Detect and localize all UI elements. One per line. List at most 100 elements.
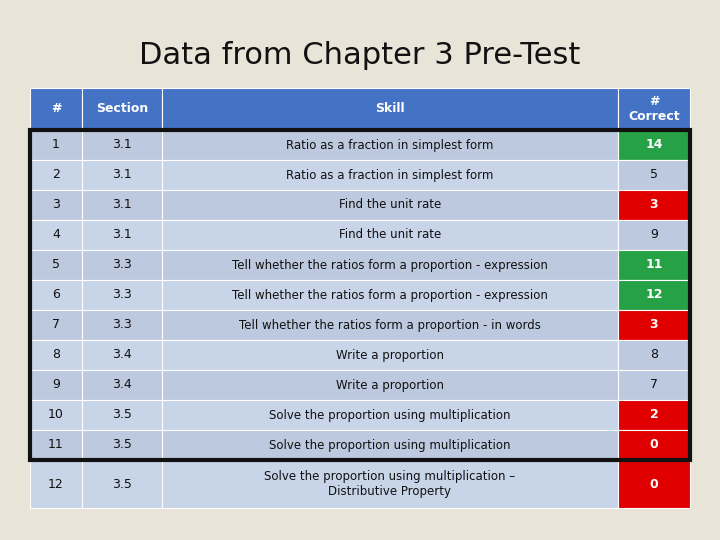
Text: 6: 6 [52,288,60,301]
Bar [30,340,82,370]
Bar [162,400,618,430]
Bar [618,190,690,220]
Text: 3.4: 3.4 [112,348,132,361]
Bar [82,340,162,370]
Bar [82,370,162,400]
Bar [82,190,162,220]
Bar [82,430,162,460]
Bar [162,340,618,370]
Text: 3.1: 3.1 [112,199,132,212]
Bar [162,310,618,340]
Bar [82,280,162,310]
Text: Solve the proportion using multiplication: Solve the proportion using multiplicatio… [269,408,510,422]
Bar [618,250,690,280]
Bar [618,460,690,508]
Bar [82,88,162,130]
Text: 3.3: 3.3 [112,319,132,332]
Bar [30,370,82,400]
Text: 3.3: 3.3 [112,259,132,272]
Text: 3: 3 [52,199,60,212]
Bar [30,88,82,130]
Text: #
Correct: # Correct [628,95,680,123]
Text: 3.3: 3.3 [112,288,132,301]
Text: 4: 4 [52,228,60,241]
Bar [82,130,162,160]
Bar [82,400,162,430]
Bar [30,280,82,310]
Bar [30,310,82,340]
Bar [30,250,82,280]
Text: Tell whether the ratios form a proportion - expression: Tell whether the ratios form a proportio… [232,288,548,301]
Bar [82,310,162,340]
Bar [30,400,82,430]
Bar [618,280,690,310]
Text: Write a proportion: Write a proportion [336,379,444,392]
Bar [162,280,618,310]
Text: 10: 10 [48,408,64,422]
Text: 7: 7 [52,319,60,332]
Text: 1: 1 [52,138,60,152]
Bar [162,130,618,160]
Bar [618,88,690,130]
Bar [618,130,690,160]
Bar [162,430,618,460]
Text: 12: 12 [645,288,662,301]
Text: Ratio as a fraction in simplest form: Ratio as a fraction in simplest form [287,168,494,181]
Text: 3.5: 3.5 [112,438,132,451]
Text: 3.5: 3.5 [112,477,132,490]
Text: Skill: Skill [375,103,405,116]
Bar [618,340,690,370]
Bar [30,460,82,508]
Text: 3: 3 [649,319,658,332]
Bar [82,460,162,508]
Bar [162,190,618,220]
Bar [30,160,82,190]
Bar [162,460,618,508]
Text: 12: 12 [48,477,64,490]
Text: Tell whether the ratios form a proportion - in words: Tell whether the ratios form a proportio… [239,319,541,332]
Text: #: # [50,103,61,116]
Text: Section: Section [96,103,148,116]
Text: Ratio as a fraction in simplest form: Ratio as a fraction in simplest form [287,138,494,152]
Text: Solve the proportion using multiplication –
Distributive Property: Solve the proportion using multiplicatio… [264,470,516,498]
Text: 0: 0 [649,477,658,490]
Text: Find the unit rate: Find the unit rate [339,199,441,212]
Text: 3.1: 3.1 [112,228,132,241]
Bar [618,430,690,460]
Text: Find the unit rate: Find the unit rate [339,228,441,241]
Bar [30,430,82,460]
Text: 3.1: 3.1 [112,168,132,181]
Text: Tell whether the ratios form a proportion - expression: Tell whether the ratios form a proportio… [232,259,548,272]
Text: Write a proportion: Write a proportion [336,348,444,361]
Text: 3.1: 3.1 [112,138,132,152]
Text: 8: 8 [650,348,658,361]
Bar [30,190,82,220]
Bar [162,160,618,190]
Text: Solve the proportion using multiplication: Solve the proportion using multiplicatio… [269,438,510,451]
Bar [162,220,618,250]
Bar [82,160,162,190]
Text: 0: 0 [649,438,658,451]
Bar [618,220,690,250]
Bar [618,400,690,430]
Bar [30,220,82,250]
Text: 2: 2 [52,168,60,181]
Bar [162,88,618,130]
Bar [30,130,690,460]
Text: 5: 5 [650,168,658,181]
Text: 11: 11 [48,438,64,451]
Bar [162,370,618,400]
Text: 5: 5 [52,259,60,272]
Text: 3: 3 [649,199,658,212]
Bar [82,250,162,280]
Text: 14: 14 [645,138,662,152]
Bar [162,250,618,280]
Bar [30,130,82,160]
Bar [618,160,690,190]
Text: 8: 8 [52,348,60,361]
Text: 9: 9 [650,228,658,241]
Text: 11: 11 [645,259,662,272]
Bar [618,310,690,340]
Text: 3.5: 3.5 [112,408,132,422]
Text: 9: 9 [52,379,60,392]
